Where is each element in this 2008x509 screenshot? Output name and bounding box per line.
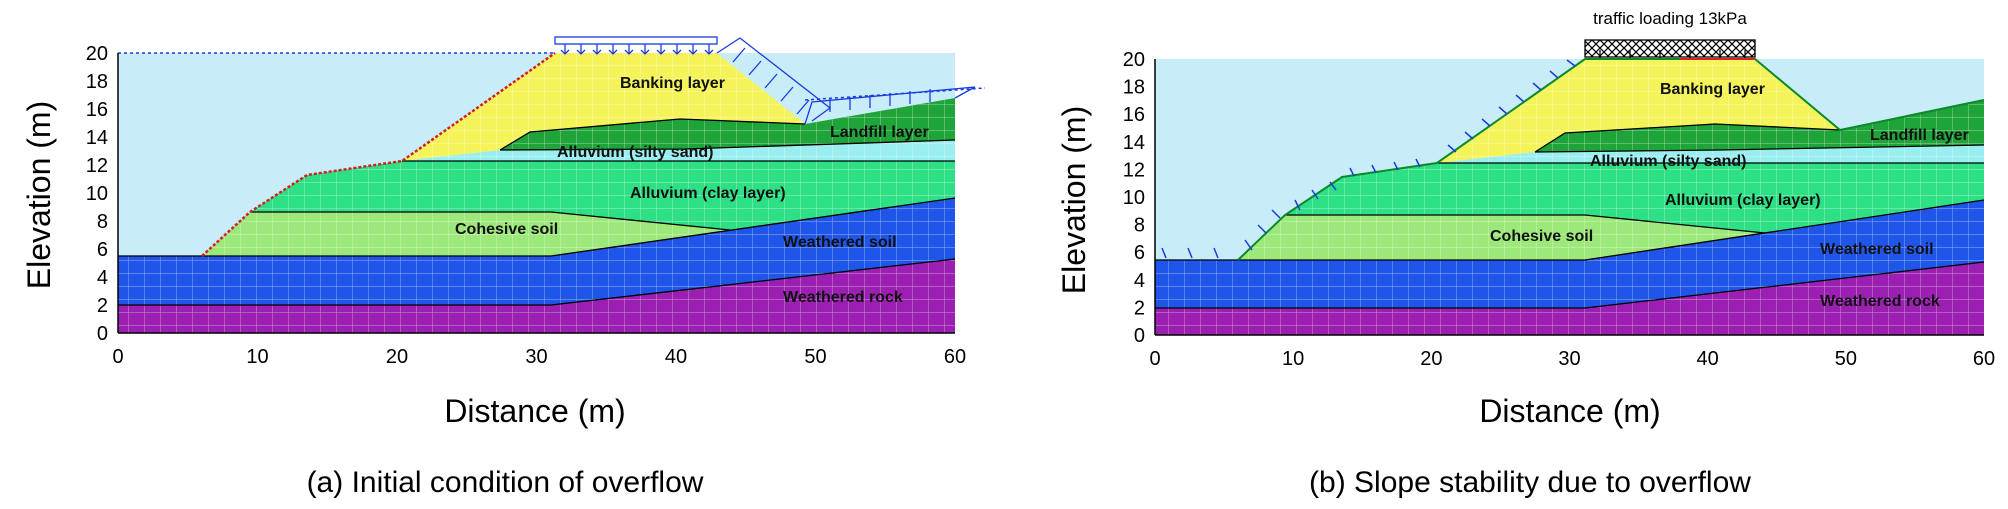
- y-tick-label: 12: [86, 155, 108, 177]
- y-tick-label: 18: [86, 71, 108, 93]
- y-tick-label: 20: [1123, 49, 1145, 71]
- label-weathered-rock: Weathered rock: [1820, 293, 1940, 310]
- y-tick-label: 16: [86, 99, 108, 121]
- x-tick-label: 60: [944, 346, 966, 368]
- water-pressure-arrows: [1161, 59, 1576, 259]
- label-banking-layer: Banking layer: [1660, 81, 1765, 98]
- label-weathered-rock: Weathered rock: [783, 289, 903, 306]
- label-landfill-layer: Landfill layer: [830, 124, 929, 141]
- y-tick-label: 10: [86, 183, 108, 205]
- x-tick-labels: 0 10 20 30 40 50 60: [1149, 348, 1995, 370]
- y-tick-label: 8: [1134, 215, 1145, 237]
- x-tick-label: 0: [112, 346, 123, 368]
- label-weathered-soil: Weathered soil: [1820, 241, 1934, 258]
- y-tick-label: 20: [86, 43, 108, 65]
- label-weathered-soil: Weathered soil: [783, 234, 897, 251]
- x-tick-label: 50: [1835, 348, 1857, 370]
- label-landfill-layer: Landfill layer: [1870, 127, 1969, 144]
- caption-a: (a) Initial condition of overflow: [307, 466, 704, 499]
- x-tick-label: 30: [1558, 348, 1580, 370]
- y-axis-label: Elevation (m): [21, 101, 57, 290]
- top-load-arrows: [554, 36, 976, 125]
- panel-a: Banking layer Landfill layer Alluvium (s…: [21, 36, 986, 499]
- label-banking-layer: Banking layer: [620, 75, 725, 92]
- x-tick-label: 0: [1149, 348, 1160, 370]
- y-tick-labels: 0 2 4 6 8 10 12 14 16 18 20: [1123, 49, 1145, 347]
- y-tick-label: 4: [1134, 270, 1145, 292]
- y-tick-label: 6: [1134, 242, 1145, 264]
- y-tick-label: 0: [97, 323, 108, 345]
- x-tick-label: 10: [1282, 348, 1304, 370]
- x-tick-label: 30: [525, 346, 547, 368]
- y-tick-label: 12: [1123, 159, 1145, 181]
- y-tick-label: 2: [1134, 297, 1145, 319]
- traffic-loading-label: traffic loading 13kPa: [1593, 9, 1747, 28]
- label-cohesive-soil: Cohesive soil: [455, 221, 558, 238]
- x-tick-label: 40: [1697, 348, 1719, 370]
- y-tick-label: 6: [97, 239, 108, 261]
- seepage-surface-line: [201, 51, 556, 257]
- x-tick-label: 40: [665, 346, 687, 368]
- traffic-load-block: [1584, 39, 1756, 58]
- x-tick-label: 20: [1420, 348, 1442, 370]
- y-tick-label: 4: [97, 267, 108, 289]
- label-silty-sand: Alluvium (silty sand): [1590, 153, 1746, 170]
- y-tick-label: 14: [1123, 132, 1145, 154]
- x-tick-label: 60: [1973, 348, 1995, 370]
- y-tick-label: 8: [97, 211, 108, 233]
- x-tick-label: 10: [246, 346, 268, 368]
- label-silty-sand: Alluvium (silty sand): [557, 144, 713, 161]
- y-tick-labels: 0 2 4 6 8 10 12 14 16 18 20: [86, 43, 108, 345]
- y-tick-label: 0: [1134, 325, 1145, 347]
- x-axis-label: Distance (m): [444, 393, 625, 429]
- y-tick-label: 16: [1123, 104, 1145, 126]
- label-cohesive-soil: Cohesive soil: [1490, 228, 1593, 245]
- label-clay-layer: Alluvium (clay layer): [1665, 192, 1821, 209]
- x-tick-label: 50: [804, 346, 826, 368]
- x-axis-label: Distance (m): [1479, 393, 1660, 429]
- y-axis-label: Elevation (m): [1056, 106, 1092, 295]
- label-clay-layer: Alluvium (clay layer): [630, 185, 786, 202]
- y-tick-label: 10: [1123, 187, 1145, 209]
- y-tick-label: 2: [97, 295, 108, 317]
- y-tick-label: 18: [1123, 77, 1145, 99]
- panel-b: traffic loading 13kPa Banking layer Land…: [1056, 9, 1995, 499]
- x-tick-label: 20: [386, 346, 408, 368]
- x-tick-labels: 0 10 20 30 40 50 60: [112, 346, 966, 368]
- caption-b: (b) Slope stability due to overflow: [1309, 466, 1751, 499]
- y-tick-label: 14: [86, 127, 108, 149]
